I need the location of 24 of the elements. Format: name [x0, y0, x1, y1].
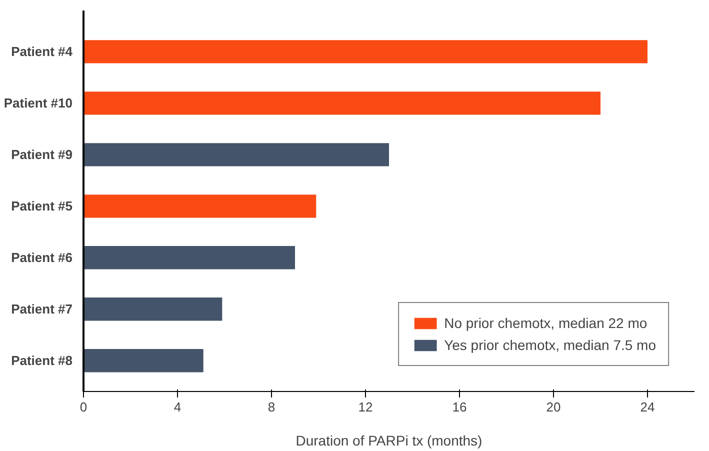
y-tick-label: Patient #10: [4, 96, 73, 111]
y-tick-label: Patient #8: [11, 353, 73, 368]
y-tick-label: Patient #4: [11, 44, 74, 60]
x-tick-label: 8: [268, 400, 276, 414]
x-tick-label: 20: [546, 400, 561, 414]
legend-label: No prior chemotx, median 22 mo: [444, 315, 648, 331]
x-tick-label: 24: [640, 400, 655, 414]
x-tick-label: 12: [358, 400, 373, 414]
bar: [84, 246, 295, 270]
y-tick-label: Patient #6: [11, 250, 73, 266]
x-axis-title: Duration of PARPi tx (months): [296, 432, 482, 448]
x-tick-label: 16: [452, 400, 467, 414]
y-tick-label: Patient #9: [11, 147, 73, 162]
bar: [84, 194, 316, 218]
x-tick-label: 4: [174, 400, 182, 414]
bar: [84, 298, 222, 321]
legend-label: Yes prior chemotx, median 7.5 mo: [444, 337, 656, 353]
bar: [84, 349, 204, 372]
bar: [84, 40, 648, 64]
y-tick-label: Patient #7: [11, 302, 73, 317]
x-tick-label: 0: [80, 400, 88, 414]
bar: [84, 143, 389, 166]
bar: [84, 92, 600, 115]
y-tick-label: Patient #5: [11, 198, 73, 214]
